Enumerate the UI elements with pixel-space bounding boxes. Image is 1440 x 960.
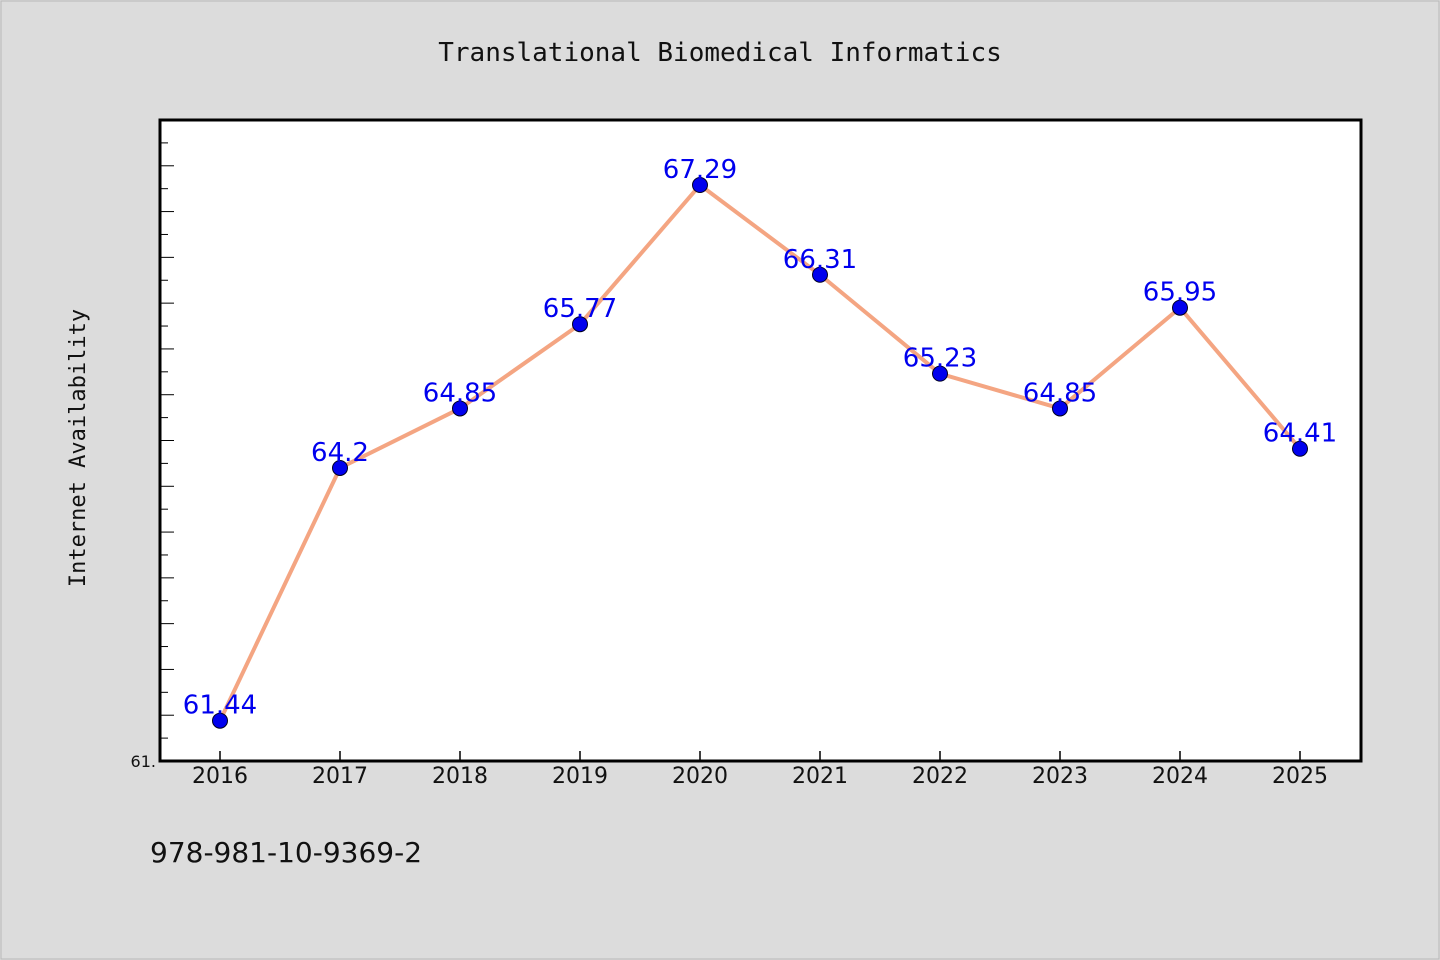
data-label: 64.85 — [423, 378, 497, 408]
plot-area — [158, 118, 1363, 763]
x-tick-label: 2021 — [792, 764, 848, 789]
data-label: 65.95 — [1143, 278, 1217, 308]
y-axis-ticks — [160, 142, 174, 739]
x-tick-label: 2020 — [672, 764, 728, 789]
data-label: 61.44 — [183, 691, 257, 721]
x-tick-label: 2017 — [312, 764, 368, 789]
data-label: 64.41 — [1263, 419, 1337, 449]
data-label: 64.85 — [1023, 378, 1097, 408]
footnote-isbn: 978-981-10-9369-2 — [150, 836, 422, 869]
y-tick-label: 61. — [131, 752, 156, 771]
series-line — [218, 183, 1302, 722]
chart-title: Translational Biomedical Informatics — [438, 38, 1002, 68]
data-label: 66.31 — [783, 245, 857, 275]
x-tick-label: 2022 — [912, 764, 968, 789]
data-label: 65.77 — [543, 294, 617, 324]
x-tick-label: 2023 — [1032, 764, 1088, 789]
data-point — [812, 266, 828, 283]
data-point — [452, 400, 468, 417]
x-tick-label: 2019 — [552, 764, 608, 789]
data-point — [1292, 440, 1308, 457]
x-axis: 2016 2017 2018 2019 2020 2021 2022 2023 2024 2025 — [192, 751, 1328, 789]
data-point — [692, 177, 708, 194]
x-tick-label: 2025 — [1272, 764, 1328, 789]
data-label: 64.2 — [311, 438, 369, 468]
data-point — [572, 316, 588, 333]
data-point — [932, 365, 948, 382]
x-tick-label: 2024 — [1152, 764, 1208, 789]
series-layer: 61.44 64.2 64.85 65.77 67.29 66.31 65.23 64.85 6… — [183, 155, 1337, 729]
y-axis-label: Internet Availability — [66, 309, 91, 587]
x-tick-label: 2018 — [432, 764, 488, 789]
data-point — [212, 712, 228, 729]
data-point — [1172, 299, 1188, 316]
x-tick-label: 2016 — [192, 764, 248, 789]
data-point — [332, 459, 348, 476]
data-label: 67.29 — [663, 155, 737, 185]
data-label: 65.23 — [903, 344, 977, 374]
data-point — [1052, 400, 1068, 417]
